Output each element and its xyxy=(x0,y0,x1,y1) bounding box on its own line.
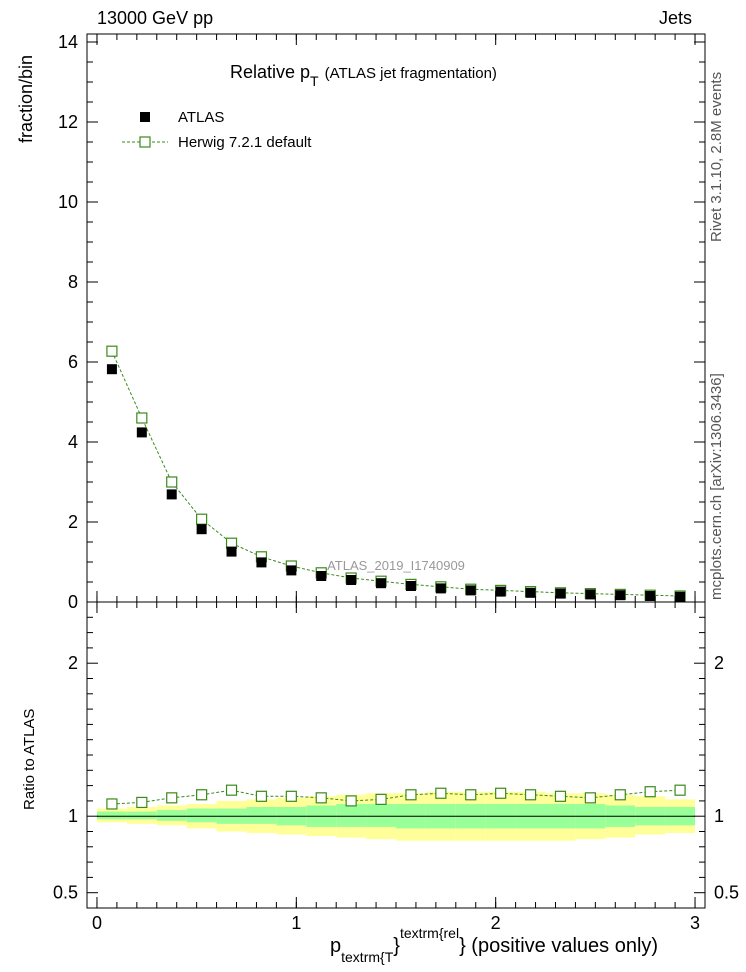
chart-title: Relative pT (ATLAS jet fragmentation) xyxy=(230,62,497,89)
data-point xyxy=(286,565,297,576)
data-point xyxy=(166,489,177,500)
main-ytick-label: 0 xyxy=(68,592,78,612)
data-point xyxy=(495,586,506,597)
ratio-ytick-label-right: 2 xyxy=(714,653,724,673)
data-point xyxy=(525,587,536,598)
ratio-mc-point xyxy=(255,790,268,802)
legend-label-mc: Herwig 7.2.1 default xyxy=(178,134,312,151)
data-point xyxy=(316,571,327,581)
ratio-mc-point xyxy=(136,796,148,809)
legend-marker-mc xyxy=(139,136,151,148)
data-point xyxy=(435,583,446,594)
main-ylabel: fraction/bin xyxy=(16,55,36,143)
data-point xyxy=(465,585,476,596)
ratio-mc-point xyxy=(106,798,118,810)
mc-point xyxy=(106,345,118,357)
main-ytick-label: 2 xyxy=(68,512,78,532)
main-ytick-label: 6 xyxy=(68,352,78,372)
ratio-frame xyxy=(86,601,706,909)
data-point xyxy=(555,588,566,599)
mc-point xyxy=(136,412,148,424)
legend-label-atlas: ATLAS xyxy=(178,109,224,126)
data-point xyxy=(196,524,207,535)
ratio-mc-point xyxy=(285,790,297,802)
ratio-xtick-label: 2 xyxy=(491,913,501,933)
watermark: ATLAS_2019_I1740909 xyxy=(327,558,465,573)
band-inner xyxy=(96,811,127,820)
ratio-plot-area xyxy=(96,784,696,841)
ratio-mc-point xyxy=(225,784,238,796)
data-point xyxy=(136,427,147,438)
main-ytick-label: 14 xyxy=(58,32,78,52)
ratio-mc-point xyxy=(644,786,656,798)
ratio-mc-point xyxy=(554,790,567,802)
main-plot-area xyxy=(106,345,686,602)
ratio-mc-point xyxy=(524,789,537,801)
main-ytick-label: 4 xyxy=(68,432,78,452)
ratio-mc-point xyxy=(584,792,596,804)
ratio-mc-point xyxy=(674,784,686,796)
data-point xyxy=(376,578,387,589)
ratio-xtick-label: 0 xyxy=(92,913,102,933)
xlabel-sub: textrm{T xyxy=(341,949,394,965)
ratio-ytick-label: 0.5 xyxy=(53,883,78,903)
band-inner xyxy=(336,803,367,827)
ratio-mc-point xyxy=(465,789,477,801)
ratio-xtick-label: 1 xyxy=(291,913,301,933)
ratio-mc-point xyxy=(196,789,208,801)
mc-point xyxy=(166,476,178,488)
ratio-mc-point xyxy=(435,787,447,799)
title-main: Relative p xyxy=(230,62,310,82)
main-ytick-label: 12 xyxy=(58,112,78,132)
band-inner xyxy=(246,807,277,824)
data-point xyxy=(645,591,656,601)
title-sub: T xyxy=(310,73,319,89)
header-right: Jets xyxy=(658,8,692,28)
data-point xyxy=(585,589,596,600)
x-axis-label: ptextrm{T}textrm{rel} (positive values o… xyxy=(330,925,658,965)
ratio-mc-point xyxy=(495,787,507,799)
mc-point xyxy=(196,513,208,525)
ratio-mc-point xyxy=(614,789,626,801)
data-point xyxy=(346,575,357,585)
data-point xyxy=(256,557,267,568)
ratio-mc-point xyxy=(375,793,387,805)
data-point xyxy=(405,581,416,591)
data-point xyxy=(226,546,237,557)
ratio-ytick-label: 1 xyxy=(68,806,78,826)
ratio-ytick-label-right: 0.5 xyxy=(714,883,739,903)
band-inner xyxy=(186,808,217,823)
ratio-mc-point xyxy=(405,789,417,801)
main-ytick-label: 8 xyxy=(68,272,78,292)
ratio-mc-point xyxy=(315,792,327,804)
legend-marker-atlas xyxy=(140,112,150,122)
ratio-mc-point xyxy=(166,792,178,804)
ratio-ytick-label: 2 xyxy=(68,653,78,673)
ratio-mc-point xyxy=(345,795,357,807)
data-point xyxy=(615,590,626,601)
xlabel-main: p xyxy=(330,935,341,957)
main-ytick-label: 10 xyxy=(58,192,78,212)
xlabel-rest: } (positive values only) xyxy=(459,935,658,957)
ratio-ytick-label-right: 1 xyxy=(714,806,724,826)
band-inner xyxy=(126,811,157,820)
title-rest: (ATLAS jet fragmentation) xyxy=(325,65,497,82)
header-left: 13000 GeV pp xyxy=(97,8,214,28)
band-inner xyxy=(156,810,187,821)
xlabel-brace: } xyxy=(393,935,400,957)
data-point xyxy=(675,591,686,602)
ratio-xtick-label: 3 xyxy=(690,913,700,933)
band-inner xyxy=(366,803,396,827)
ratio-ylabel: Ratio to ATLAS xyxy=(21,709,38,810)
data-point xyxy=(106,364,117,375)
ratio-panel: 0.5 0.5 1 1 2 2 0 1 2 3 Ratio to ATLAS ptextrm{T}te… xyxy=(21,601,739,965)
xlabel-sup: textrm{rel xyxy=(400,925,459,941)
main-panel: ATLAS_2019_I1740909 Relative pT (ATLAS jet… xyxy=(16,32,706,612)
